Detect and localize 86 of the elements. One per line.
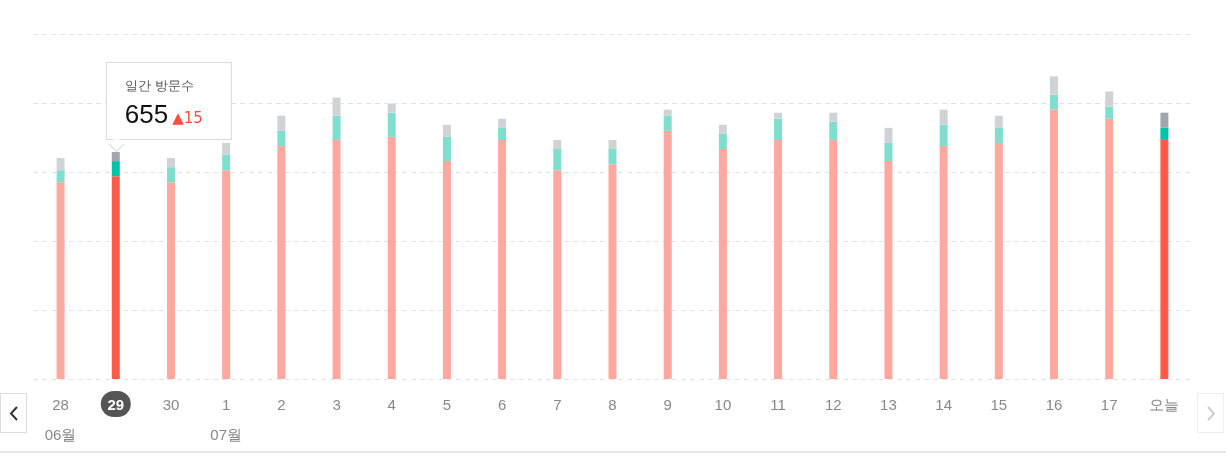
- bar: [829, 139, 838, 379]
- bar: [774, 118, 783, 140]
- bar: [829, 121, 838, 140]
- x-tick-label: 17: [1100, 395, 1118, 413]
- bar: [498, 127, 507, 140]
- bar: [718, 133, 727, 149]
- bar: [277, 130, 286, 146]
- bar: [1050, 109, 1059, 379]
- bar: [884, 161, 893, 379]
- bar: [166, 158, 175, 168]
- x-tick-label: 30: [162, 395, 180, 413]
- bar: [608, 164, 617, 379]
- bar: [222, 155, 231, 171]
- bar: [387, 103, 396, 113]
- x-tick-label: 14: [935, 395, 952, 413]
- bar: [774, 112, 783, 119]
- x-tick-label: 29: [107, 395, 125, 413]
- bar: [1050, 94, 1059, 110]
- x-tick-label: 10: [714, 395, 732, 413]
- bar: [994, 142, 1003, 379]
- bar: [884, 142, 893, 162]
- bar: [222, 170, 231, 379]
- bar: [498, 139, 507, 379]
- bar: [718, 124, 727, 134]
- bar: [332, 115, 341, 140]
- x-tick-label: 16: [1045, 395, 1063, 413]
- bar: [1160, 139, 1169, 379]
- bar: [608, 149, 617, 165]
- bar: [332, 97, 341, 116]
- bar: [56, 170, 65, 183]
- bar: [1160, 112, 1169, 128]
- bar: [939, 145, 948, 379]
- bar: [387, 136, 396, 379]
- bar: [498, 118, 507, 128]
- annotation: 655▲15: [124, 99, 203, 130]
- bar: [166, 167, 175, 183]
- bar: [111, 176, 120, 379]
- bar: [1105, 91, 1114, 107]
- bar: [718, 149, 727, 379]
- x-tick-label: 9: [663, 395, 672, 413]
- bar: [166, 182, 175, 379]
- x-tick-label: 6: [497, 395, 507, 413]
- x-tick-label: 5: [442, 395, 452, 413]
- bar: [387, 112, 396, 137]
- bar: [56, 158, 65, 171]
- bar: [111, 161, 120, 177]
- x-tick-label: 4: [387, 395, 396, 413]
- bar: [442, 124, 451, 137]
- annotation: 일간 방문수: [124, 77, 194, 95]
- bar: [994, 115, 1003, 128]
- bar: [277, 145, 286, 379]
- bar: [939, 124, 948, 146]
- x-tick-label: 13: [880, 395, 897, 413]
- x-tick-label: 1 07월: [210, 395, 243, 443]
- bar: [774, 139, 783, 379]
- x-tick-label: 3: [332, 395, 341, 413]
- bar: [939, 109, 948, 125]
- bar: [1160, 127, 1169, 140]
- x-tick-label: 2: [277, 395, 286, 413]
- bar: [111, 152, 120, 162]
- bar: [442, 161, 451, 379]
- x-tick-label: 8: [608, 395, 617, 413]
- x-tick-label: 오늘: [1149, 395, 1180, 413]
- bar: [663, 130, 672, 379]
- bar: [829, 112, 838, 122]
- bar: [553, 170, 562, 379]
- bar: [1105, 106, 1114, 119]
- bar: [56, 182, 65, 379]
- x-tick-label: 12: [824, 395, 842, 413]
- bar: [663, 109, 672, 116]
- bar: [994, 127, 1003, 143]
- bar: [332, 139, 341, 379]
- x-tick-label: 28 06월: [44, 395, 77, 443]
- x-tick-label: 7: [553, 395, 562, 413]
- bar: [663, 115, 672, 131]
- bar: [277, 115, 286, 131]
- bar: [222, 142, 231, 156]
- bar: [442, 136, 451, 162]
- x-tick-label: 11: [770, 395, 786, 413]
- bar: [608, 139, 617, 149]
- bar: [1105, 118, 1114, 379]
- bar: [1050, 76, 1059, 95]
- bar: [553, 139, 562, 149]
- bar: [553, 149, 562, 171]
- x-tick-label: 15: [990, 395, 1008, 413]
- bar: [884, 127, 893, 143]
